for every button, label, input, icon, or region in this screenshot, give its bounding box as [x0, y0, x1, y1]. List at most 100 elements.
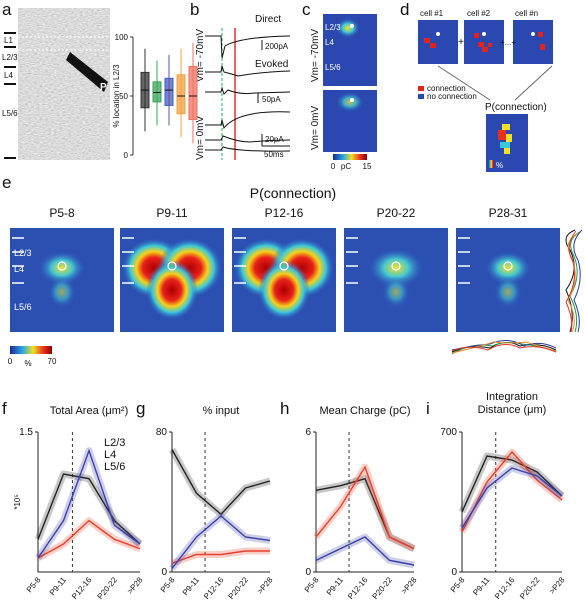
plus-dots: +...+ — [500, 38, 516, 47]
y-tick-label: 6 — [305, 427, 311, 438]
panel-letter: f — [2, 399, 7, 418]
series-line — [37, 473, 141, 545]
scale-label: 20pA — [265, 135, 284, 144]
layer-label: L1 — [4, 36, 13, 45]
soma — [279, 261, 289, 271]
panel-e: e P(connection) 0 % 70 P5-8 P9-11 P12-16 P2… — [2, 173, 583, 368]
map-blob — [368, 248, 424, 288]
y-axis-label: *10⁵ — [13, 494, 22, 509]
panel-c: c L2/3 L4 L5/6 Vm= -70mV Vm= 0mV 0 pC 15 — [302, 0, 377, 171]
chart-title: Mean Charge (pC) — [319, 405, 410, 417]
layer-label: L2/3 — [2, 53, 18, 62]
x-tick-label: P12-16 — [346, 575, 370, 601]
somata — [436, 32, 535, 36]
box — [164, 77, 174, 106]
colorbar — [10, 346, 52, 354]
map-blob — [336, 92, 364, 112]
y-axis-label: % location in L2/3 — [112, 64, 121, 128]
trace-label: Evoked — [255, 59, 288, 70]
x-tick-label: P20-22 — [371, 575, 395, 601]
age-label: P5-8 — [49, 206, 75, 220]
y-tick-label: 700 — [440, 427, 457, 438]
x-tick-label: P20-22 — [518, 575, 542, 601]
layer-label: L5/6 — [14, 302, 32, 312]
layer-label: L2/3 — [14, 248, 32, 258]
scale-label: 200pA — [265, 42, 289, 51]
panel-letter: g — [136, 399, 145, 418]
series-line — [461, 450, 563, 533]
y-tick-label: 0 — [305, 567, 311, 578]
connector — [437, 65, 553, 101]
legend-label: connection — [427, 84, 466, 93]
age-label: P28-31 — [489, 206, 528, 220]
y-tick-label: 80 — [156, 427, 168, 438]
cell-label: cell #2 — [467, 9, 491, 18]
panel-letter: e — [2, 173, 11, 192]
holding-label: Vm= 0mV — [310, 105, 321, 150]
scale-label: 50pA — [262, 95, 281, 104]
soma — [391, 261, 401, 271]
colorbar — [488, 160, 494, 168]
layer-label: L5/6 — [325, 63, 341, 72]
layer-label: L4 — [325, 38, 334, 47]
legend-swatch — [418, 94, 424, 99]
panel-letter: b — [190, 0, 199, 19]
x-tick-label: P20-22 — [96, 575, 120, 601]
soma — [503, 261, 513, 271]
layer-label: L2/3 — [325, 23, 341, 32]
result-pixels — [498, 124, 512, 154]
panel-letter: h — [280, 399, 289, 418]
soma — [167, 261, 177, 271]
layer-label: L4 — [14, 264, 24, 274]
legend-label: L2/3 — [104, 437, 125, 449]
box — [188, 66, 198, 121]
map-blob — [336, 18, 360, 38]
soma — [350, 24, 354, 28]
panel-letter: c — [302, 0, 311, 19]
x-tick-label: P20-22 — [227, 575, 251, 601]
scale-label: 50ms — [264, 150, 284, 159]
y-tick-label: 0 — [161, 567, 167, 578]
panel-title: P(connection) — [250, 185, 336, 201]
series-line — [171, 515, 271, 569]
series-line — [315, 536, 415, 566]
trace — [205, 86, 291, 95]
panel-b: b — [190, 0, 291, 160]
legend-label: L4 — [104, 449, 116, 461]
layer-label: L5/6 — [2, 109, 18, 118]
box — [152, 81, 162, 103]
x-tick-label: P5-8 — [25, 575, 43, 594]
age-label: P20-22 — [377, 206, 416, 220]
panel-letter: d — [400, 0, 409, 19]
map-blob — [48, 276, 76, 308]
x-tick-label: >P28 — [547, 575, 566, 596]
soma — [350, 98, 354, 102]
trace — [205, 146, 291, 152]
colorbar-unit: % — [24, 359, 31, 368]
cell-label: cell #1 — [420, 9, 444, 18]
colorbar-min: 0 — [8, 357, 13, 366]
x-tick-label: >P28 — [399, 575, 418, 596]
colorbar-max: 15 — [363, 162, 372, 171]
colorbar — [333, 154, 367, 160]
chart-title: Distance (μm) — [478, 404, 547, 416]
electrode — [66, 52, 108, 92]
profiles — [451, 229, 583, 355]
x-tick-label: P12-16 — [70, 575, 94, 601]
panel-a: a L1 L2/3 L4 L5/6 P — [2, 0, 110, 160]
colorbar-unit: pC — [341, 162, 351, 171]
y-tick-label: 0 — [451, 567, 457, 578]
x-tick-label: P9-11 — [181, 575, 202, 597]
map-blob — [494, 276, 522, 308]
trace — [205, 135, 291, 143]
colorbar-min: 0 — [331, 162, 336, 171]
y-tick-label: 0 — [124, 151, 129, 160]
map-blob — [146, 260, 198, 320]
chart-title: % input — [203, 405, 240, 417]
x-tick-label: P12-16 — [493, 575, 517, 601]
panel-d: d cell #1 cell #2 cell #n + +...+ connec… — [400, 0, 553, 172]
x-tick-label: P9-11 — [48, 575, 69, 597]
layer-label: L4 — [4, 71, 13, 80]
panel-letter: i — [426, 399, 430, 418]
trace — [205, 111, 291, 130]
